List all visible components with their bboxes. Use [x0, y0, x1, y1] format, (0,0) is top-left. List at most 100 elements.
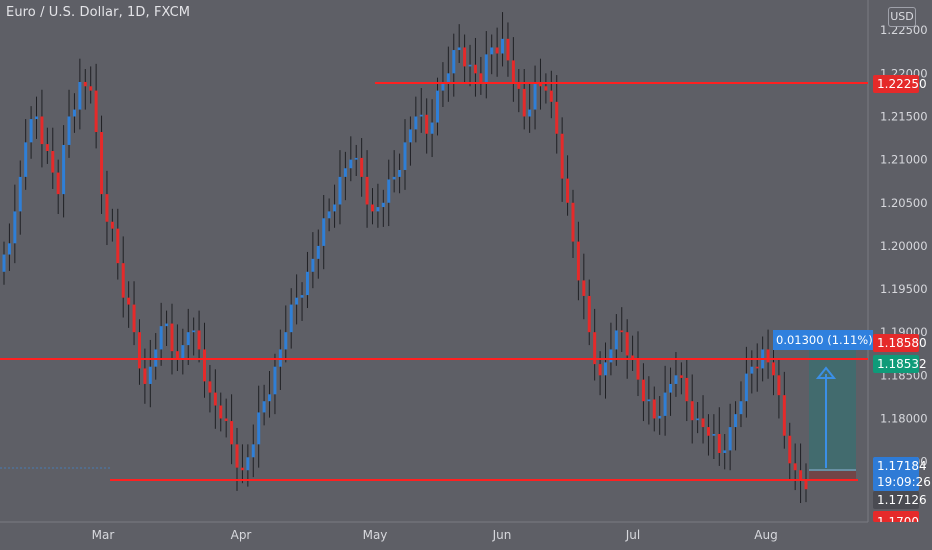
price-tick-label: 1.19500 — [880, 282, 928, 296]
candle-down — [788, 435, 792, 464]
candle-up — [284, 332, 288, 350]
candle-up — [295, 297, 299, 305]
candle-up — [408, 129, 412, 143]
candle-down — [793, 463, 797, 471]
candle-up — [24, 142, 28, 177]
candle-down — [463, 47, 467, 67]
symbol-title: Euro / U.S. Dollar, 1D, FXCM — [6, 5, 191, 20]
candle-up — [18, 176, 22, 212]
candle-down — [425, 114, 429, 134]
candle-up — [430, 122, 434, 134]
candle-up — [343, 168, 347, 177]
currency-button[interactable]: USD — [888, 7, 916, 27]
candle-down — [495, 47, 499, 54]
candle-up — [273, 366, 277, 395]
candle-up — [62, 144, 66, 195]
last-price-label: 1.17184 — [873, 457, 927, 475]
candle-up — [67, 116, 71, 145]
candle-down — [110, 221, 114, 229]
candle-up — [457, 47, 461, 51]
candle-up — [663, 392, 667, 416]
candle-down — [555, 101, 559, 134]
candle-up — [262, 401, 266, 413]
candle-down — [224, 418, 228, 422]
candle-down — [213, 392, 217, 406]
candle-up — [300, 295, 304, 298]
candle-down — [641, 379, 645, 402]
candle-up — [192, 330, 196, 333]
candle-down — [766, 349, 770, 363]
candle-down — [56, 172, 60, 195]
candle-down — [620, 330, 624, 333]
candle-up — [322, 218, 326, 246]
measure-zone-bottom — [809, 471, 856, 481]
time-tick-label: Jun — [492, 528, 512, 542]
candle-up — [289, 304, 293, 333]
time-axis[interactable]: Mar Apr May Jun Jul Aug — [92, 528, 778, 542]
candle-down — [685, 377, 689, 402]
candle-down — [636, 358, 640, 380]
candle-down — [132, 304, 136, 333]
candle-down — [479, 73, 483, 82]
candle-down — [587, 295, 591, 333]
candle-down — [538, 81, 542, 87]
candle-up — [387, 179, 391, 203]
candle-series — [2, 12, 808, 504]
candle-down — [549, 90, 553, 102]
candle-down — [625, 332, 629, 356]
candle-up — [696, 418, 700, 421]
time-tick-label: Apr — [231, 528, 252, 542]
measure-zone[interactable] — [809, 340, 856, 471]
candle-down — [235, 444, 239, 468]
candle-down — [717, 433, 721, 453]
candle-up — [29, 119, 33, 143]
candle-up — [78, 81, 82, 110]
candle-down — [105, 194, 109, 222]
candle-down — [782, 395, 786, 436]
candle-up — [13, 211, 17, 244]
candle-down — [116, 228, 120, 264]
candle-up — [490, 47, 494, 55]
candle-down — [83, 81, 87, 87]
candle-down — [45, 144, 49, 151]
candle-down — [197, 330, 201, 350]
countdown-label: 19:09:26 — [873, 473, 931, 491]
candle-up — [712, 433, 716, 436]
candle-up — [419, 114, 423, 117]
candle-down — [566, 178, 570, 203]
candle-up — [528, 109, 532, 117]
candle-down — [143, 368, 147, 384]
candle-down — [370, 204, 374, 212]
candle-up — [2, 254, 6, 272]
time-tick-label: Mar — [92, 528, 115, 542]
candle-down — [690, 401, 694, 421]
candle-up — [7, 243, 11, 255]
candle-up — [327, 211, 331, 219]
candle-up — [739, 401, 743, 415]
candle-down — [706, 427, 710, 436]
low-marker-label: 1.17126 — [873, 491, 927, 509]
candle-up — [333, 204, 337, 212]
candle-down — [511, 60, 515, 82]
candle-up — [647, 399, 651, 402]
candle-down — [230, 421, 234, 445]
candle-down — [771, 362, 775, 376]
candle-down — [755, 366, 759, 369]
price-tick-label: 1.20000 — [880, 239, 928, 253]
middle-price-label: 1.18580 — [873, 334, 927, 352]
price-tick-label: 1.21500 — [880, 109, 928, 123]
candle-up — [311, 258, 315, 272]
candle-down — [582, 280, 586, 296]
candle-up — [658, 415, 662, 419]
candle-up — [381, 202, 385, 208]
candle-down — [170, 323, 174, 352]
candle-down — [804, 479, 808, 490]
candle-up — [72, 109, 76, 117]
candle-down — [137, 332, 141, 369]
candle-up — [159, 326, 163, 350]
candle-up — [354, 157, 358, 160]
candle-up — [257, 412, 261, 445]
